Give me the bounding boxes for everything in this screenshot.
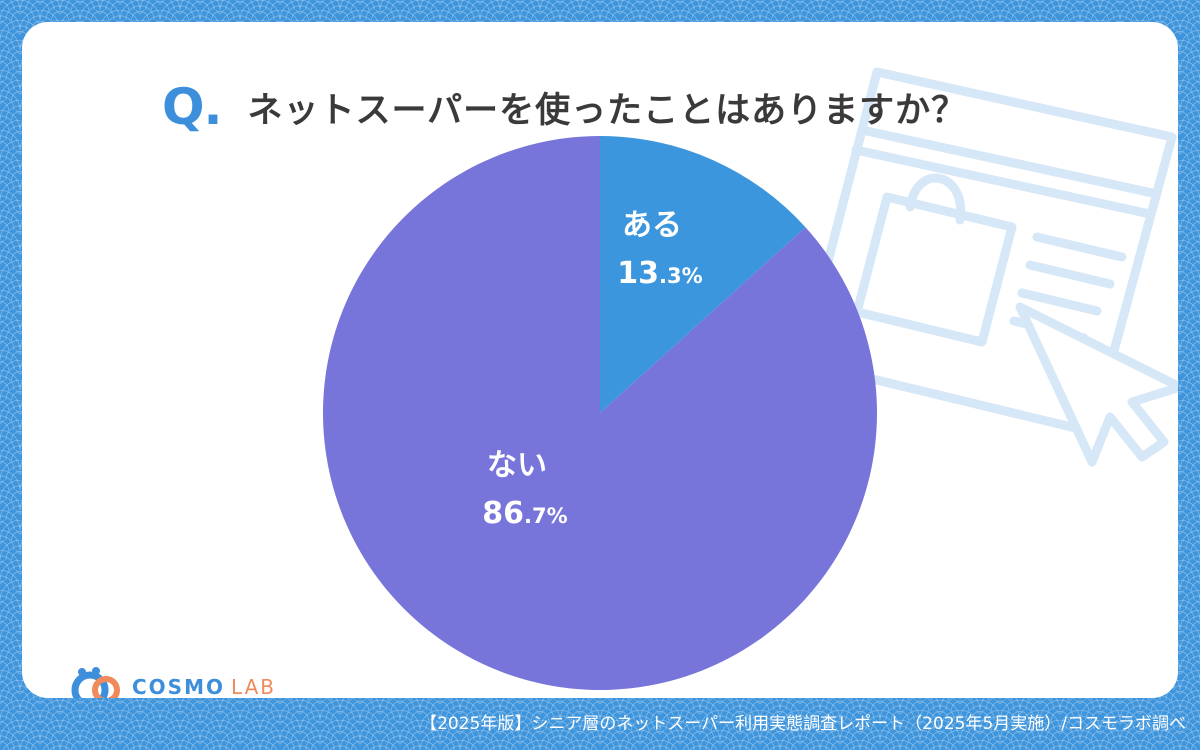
slice-value-1: 13.3%	[617, 256, 702, 291]
shopping-window-cursor-icon	[797, 67, 1178, 467]
question-mark-label: Q.	[162, 78, 222, 136]
pie-slice-1	[600, 136, 806, 413]
logo-lab: LAB	[231, 675, 277, 698]
slice-value-2: 86.7%	[482, 496, 567, 531]
cosmo-lab-logo: COSMO LAB	[68, 664, 276, 698]
logo-cosmo: COSMO	[132, 675, 225, 698]
source-footer: 【2025年版】シニア層のネットスーパー利用実態調査レポート（2025年5月実施…	[420, 714, 1186, 734]
slice-label-2: ない	[487, 448, 547, 483]
question-text: ネットスーパーを使ったことはありますか？	[247, 90, 968, 131]
pie-slice-2	[323, 136, 877, 690]
slice-label-1: ある	[622, 208, 682, 243]
cosmo-lab-logo-icon	[71, 667, 120, 698]
logo-text: COSMO LAB	[132, 675, 276, 698]
chart-title: Q. ネットスーパーを使ったことはありますか？	[162, 72, 967, 142]
